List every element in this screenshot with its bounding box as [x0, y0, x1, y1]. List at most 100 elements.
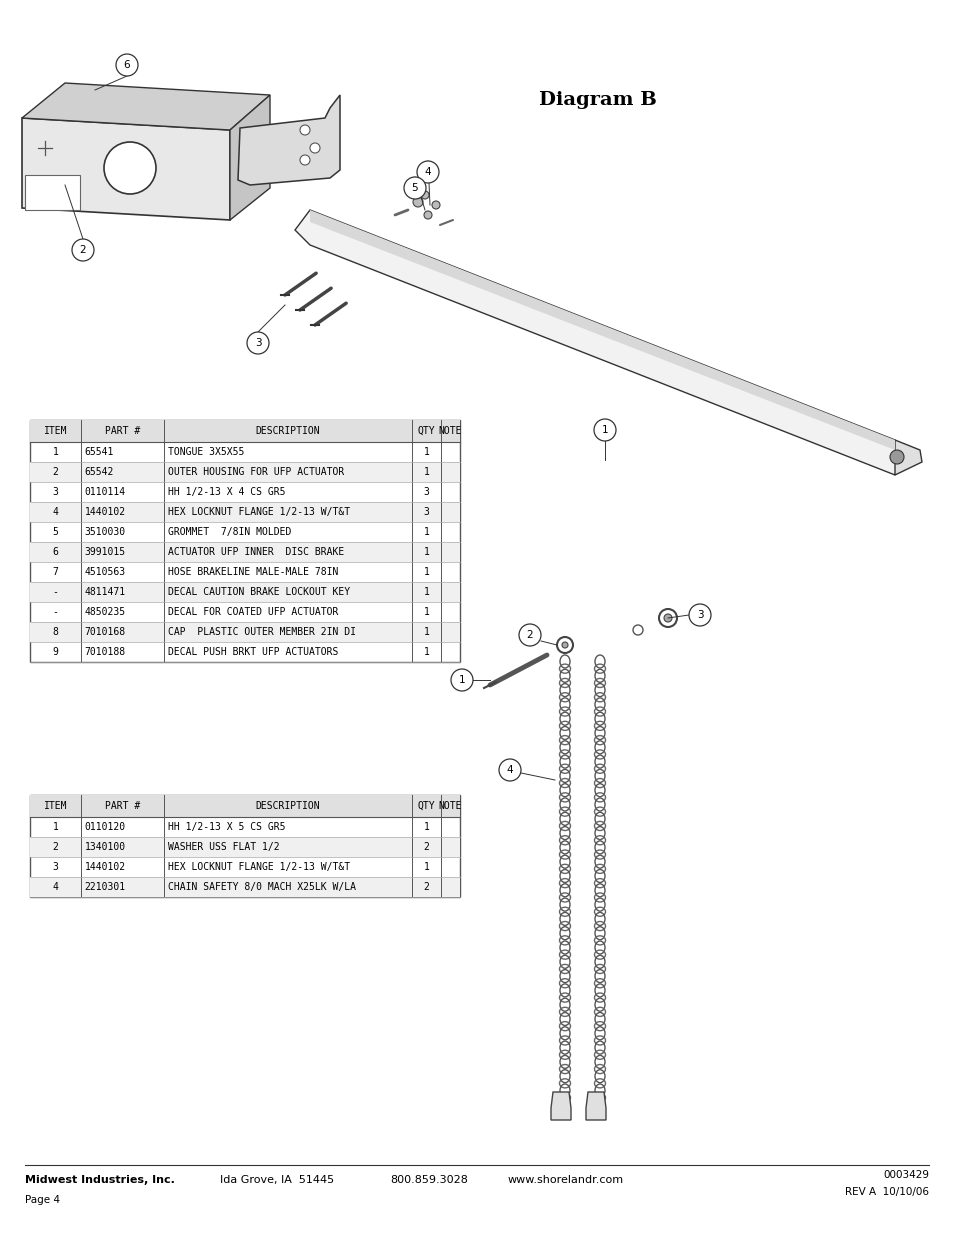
- Text: 1: 1: [458, 676, 465, 685]
- Text: HOSE BRAKELINE MALE-MALE 78IN: HOSE BRAKELINE MALE-MALE 78IN: [168, 567, 337, 577]
- Text: www.shorelandr.com: www.shorelandr.com: [507, 1174, 623, 1186]
- Text: 4: 4: [506, 764, 513, 776]
- Text: 3: 3: [52, 487, 58, 496]
- Text: QTY: QTY: [417, 802, 435, 811]
- Text: DECAL FOR COATED UFP ACTUATOR: DECAL FOR COATED UFP ACTUATOR: [168, 606, 337, 618]
- Text: 0110120: 0110120: [85, 823, 126, 832]
- Text: 6: 6: [124, 61, 131, 70]
- Circle shape: [889, 450, 903, 464]
- Bar: [30, 501, 459, 522]
- Text: ITEM: ITEM: [44, 802, 67, 811]
- Polygon shape: [22, 119, 230, 220]
- Text: 800.859.3028: 800.859.3028: [390, 1174, 467, 1186]
- Text: 4850235: 4850235: [85, 606, 126, 618]
- Text: 4811471: 4811471: [85, 587, 126, 597]
- Text: 2: 2: [526, 630, 533, 640]
- Circle shape: [423, 211, 432, 219]
- Text: 7010168: 7010168: [85, 627, 126, 637]
- Bar: [30, 582, 459, 601]
- Text: 4510563: 4510563: [85, 567, 126, 577]
- Text: Ida Grove, IA  51445: Ida Grove, IA 51445: [220, 1174, 334, 1186]
- Text: 3: 3: [254, 338, 261, 348]
- Bar: [30, 795, 459, 818]
- Text: CHAIN SAFETY 8/0 MACH X25LK W/LA: CHAIN SAFETY 8/0 MACH X25LK W/LA: [168, 882, 355, 892]
- Text: 2: 2: [423, 842, 429, 852]
- Circle shape: [498, 760, 520, 781]
- Text: DESCRIPTION: DESCRIPTION: [255, 426, 320, 436]
- Circle shape: [299, 156, 310, 165]
- Bar: [30, 837, 459, 857]
- Bar: [30, 795, 459, 897]
- Circle shape: [432, 201, 439, 209]
- Polygon shape: [230, 95, 270, 220]
- Text: DECAL PUSH BRKT UFP ACTUATORS: DECAL PUSH BRKT UFP ACTUATORS: [168, 647, 337, 657]
- Text: HH 1/2-13 X 5 CS GR5: HH 1/2-13 X 5 CS GR5: [168, 823, 285, 832]
- Text: 0110114: 0110114: [85, 487, 126, 496]
- Text: 4: 4: [52, 508, 58, 517]
- Text: Page 4: Page 4: [25, 1195, 60, 1205]
- Text: 1: 1: [423, 862, 429, 872]
- Polygon shape: [310, 210, 894, 450]
- Text: Midwest Industries, Inc.: Midwest Industries, Inc.: [25, 1174, 174, 1186]
- Bar: [30, 542, 459, 562]
- Circle shape: [104, 142, 156, 194]
- Text: 1: 1: [423, 647, 429, 657]
- Circle shape: [416, 161, 438, 183]
- Circle shape: [561, 642, 567, 648]
- Text: 2210301: 2210301: [85, 882, 126, 892]
- Text: 2: 2: [52, 467, 58, 477]
- Text: 2: 2: [80, 245, 86, 254]
- Text: 65542: 65542: [85, 467, 114, 477]
- Text: 3: 3: [52, 862, 58, 872]
- Text: 3: 3: [423, 487, 429, 496]
- Text: 1: 1: [423, 567, 429, 577]
- Text: 7010188: 7010188: [85, 647, 126, 657]
- Text: ITEM: ITEM: [44, 426, 67, 436]
- Circle shape: [594, 419, 616, 441]
- Text: 4: 4: [424, 167, 431, 177]
- Circle shape: [413, 198, 422, 207]
- Text: 1340100: 1340100: [85, 842, 126, 852]
- Text: HH 1/2-13 X 4 CS GR5: HH 1/2-13 X 4 CS GR5: [168, 487, 285, 496]
- Polygon shape: [237, 95, 339, 185]
- Circle shape: [518, 624, 540, 646]
- Text: OUTER HOUSING FOR UFP ACTUATOR: OUTER HOUSING FOR UFP ACTUATOR: [168, 467, 344, 477]
- Polygon shape: [294, 210, 899, 475]
- Circle shape: [310, 143, 319, 153]
- Text: 1: 1: [423, 606, 429, 618]
- Circle shape: [403, 177, 426, 199]
- Bar: [30, 420, 459, 442]
- Text: 1: 1: [423, 467, 429, 477]
- Text: 3: 3: [423, 508, 429, 517]
- Circle shape: [116, 54, 138, 77]
- Polygon shape: [894, 440, 921, 475]
- Text: Diagram B: Diagram B: [538, 91, 657, 109]
- Text: 3991015: 3991015: [85, 547, 126, 557]
- Circle shape: [420, 191, 429, 199]
- Text: 1: 1: [52, 823, 58, 832]
- Text: HEX LOCKNUT FLANGE 1/2-13 W/T&T: HEX LOCKNUT FLANGE 1/2-13 W/T&T: [168, 508, 350, 517]
- Text: 3: 3: [696, 610, 702, 620]
- Text: HEX LOCKNUT FLANGE 1/2-13 W/T&T: HEX LOCKNUT FLANGE 1/2-13 W/T&T: [168, 862, 350, 872]
- Circle shape: [71, 240, 94, 261]
- Text: 1: 1: [423, 627, 429, 637]
- Text: 1: 1: [52, 447, 58, 457]
- Text: WASHER USS FLAT 1/2: WASHER USS FLAT 1/2: [168, 842, 279, 852]
- Bar: [25, 175, 80, 210]
- Polygon shape: [22, 83, 270, 130]
- Text: CAP  PLASTIC OUTER MEMBER 2IN DI: CAP PLASTIC OUTER MEMBER 2IN DI: [168, 627, 355, 637]
- Text: 1440102: 1440102: [85, 508, 126, 517]
- Text: ACTUATOR UFP INNER  DISC BRAKE: ACTUATOR UFP INNER DISC BRAKE: [168, 547, 344, 557]
- Text: -: -: [52, 587, 58, 597]
- Text: 9: 9: [52, 647, 58, 657]
- Text: 1: 1: [423, 823, 429, 832]
- Text: 3510030: 3510030: [85, 527, 126, 537]
- Text: 2: 2: [423, 882, 429, 892]
- Text: -: -: [52, 606, 58, 618]
- Text: 1: 1: [601, 425, 608, 435]
- Text: 1: 1: [423, 547, 429, 557]
- Text: DECAL CAUTION BRAKE LOCKOUT KEY: DECAL CAUTION BRAKE LOCKOUT KEY: [168, 587, 350, 597]
- Circle shape: [451, 669, 473, 692]
- Text: PART #: PART #: [105, 802, 140, 811]
- Circle shape: [663, 614, 671, 622]
